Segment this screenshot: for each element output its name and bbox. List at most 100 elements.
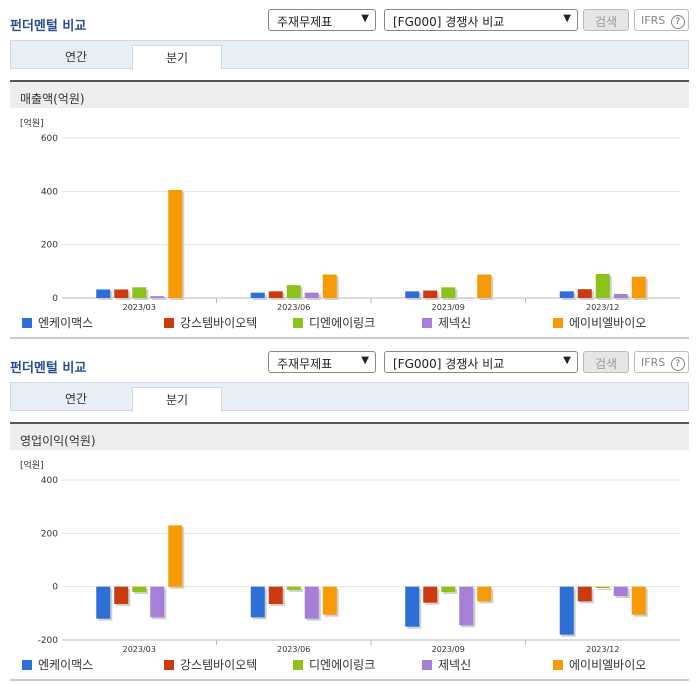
chevron-down-icon: ▼: [361, 355, 369, 366]
chart-area: [억원] 400 200 0 -200 2023/03 2023/06 2023/09 2023…: [10, 450, 689, 680]
bar[interactable]: [423, 290, 438, 298]
legend-swatch: [422, 318, 432, 328]
legend-label: 엔케이맥스: [38, 658, 94, 672]
bar[interactable]: [150, 296, 165, 298]
legend-item[interactable]: 에이비엘바이오: [553, 314, 646, 331]
bar[interactable]: [114, 289, 129, 298]
legend-swatch: [164, 318, 174, 328]
bar[interactable]: [304, 586, 319, 619]
x-tick-label: 2023/12: [586, 303, 619, 312]
legend-label: 에이비엘바이오: [569, 658, 647, 672]
bar[interactable]: [631, 276, 646, 298]
help-icon: ?: [670, 357, 685, 371]
bar[interactable]: [250, 586, 265, 618]
bar[interactable]: [595, 274, 610, 298]
bar[interactable]: [322, 274, 337, 298]
bar[interactable]: [559, 586, 574, 635]
y-tick-label: 600: [41, 134, 58, 144]
bar[interactable]: [268, 291, 283, 298]
ifrs-label: IFRS: [641, 14, 666, 27]
ifrs-help-button[interactable]: IFRS ?: [634, 351, 689, 373]
bar[interactable]: [250, 292, 265, 298]
x-tick-label: 2023/06: [277, 303, 310, 312]
tab-quarterly[interactable]: 분기: [132, 387, 222, 412]
legend-item[interactable]: 강스템바이오텍: [164, 314, 257, 331]
bar[interactable]: [577, 289, 592, 298]
bar[interactable]: [268, 586, 283, 604]
x-tick-label: 2023/03: [123, 303, 156, 312]
bar[interactable]: [459, 586, 474, 626]
bar[interactable]: [322, 586, 337, 615]
bar-chart: [억원] 400 200 0 -200 2023/03 2023/06 2023/09 2023…: [20, 459, 680, 654]
bar[interactable]: [423, 586, 438, 603]
legend-swatch: [293, 318, 303, 328]
bar[interactable]: [405, 586, 420, 627]
bar[interactable]: [613, 294, 628, 298]
y-tick-label: 400: [41, 476, 58, 486]
search-button[interactable]: 검색: [583, 9, 629, 31]
bar[interactable]: [96, 586, 111, 619]
bar[interactable]: [459, 298, 474, 299]
bar[interactable]: [477, 274, 492, 298]
legend-item[interactable]: 디엔에이링크: [293, 656, 375, 673]
search-button[interactable]: 검색: [583, 351, 629, 373]
bar-shadow: [288, 588, 303, 592]
compare-select-value: [FG000] 경쟁사 비교: [393, 357, 505, 371]
bar[interactable]: [132, 586, 147, 592]
bar[interactable]: [477, 586, 492, 602]
bar[interactable]: [168, 190, 183, 298]
statement-select[interactable]: 주재무제표 ▼: [268, 9, 376, 31]
compare-select[interactable]: [FG000] 경쟁사 비교 ▼: [384, 351, 578, 373]
bar[interactable]: [559, 291, 574, 298]
legend-swatch: [553, 660, 563, 670]
legend-item[interactable]: 제넥신: [422, 656, 471, 673]
legend-label: 강스템바이오텍: [180, 316, 258, 330]
legend-item[interactable]: 에이비엘바이오: [553, 656, 646, 673]
bar[interactable]: [441, 586, 456, 592]
bar[interactable]: [286, 285, 301, 298]
chevron-down-icon: ▼: [563, 355, 571, 366]
bar-shadow: [152, 298, 167, 300]
legend-label: 디엔에이링크: [309, 316, 376, 330]
compare-select[interactable]: [FG000] 경쟁사 비교 ▼: [384, 9, 578, 31]
x-tick-label: 2023/09: [432, 303, 465, 312]
bar[interactable]: [613, 586, 628, 596]
tab-annual[interactable]: 연간: [64, 50, 88, 64]
legend-swatch: [293, 660, 303, 670]
x-tick-label: 2023/03: [123, 645, 156, 654]
ifrs-label: IFRS: [641, 356, 666, 369]
bar[interactable]: [150, 586, 165, 618]
ifrs-help-button[interactable]: IFRS ?: [634, 9, 689, 31]
legend-item[interactable]: 엔케이맥스: [22, 656, 93, 673]
bar[interactable]: [168, 525, 183, 587]
legend-item[interactable]: 강스템바이오텍: [164, 656, 257, 673]
bar-shadow: [597, 588, 612, 590]
legend-swatch: [164, 660, 174, 670]
legend-swatch: [553, 318, 563, 328]
statement-select-value: 주재무제표: [277, 15, 333, 29]
bar[interactable]: [304, 292, 319, 298]
legend-item[interactable]: 엔케이맥스: [22, 314, 93, 331]
bar[interactable]: [577, 586, 592, 602]
bar[interactable]: [405, 291, 420, 298]
bar[interactable]: [114, 586, 129, 604]
unit-label: [억원]: [20, 459, 44, 471]
period-tabs: 연간 분기: [10, 40, 689, 70]
y-tick-label: 200: [41, 529, 58, 539]
legend-item[interactable]: 디엔에이링크: [293, 314, 375, 331]
bar[interactable]: [441, 287, 456, 298]
bar[interactable]: [631, 586, 646, 615]
bar[interactable]: [132, 287, 147, 298]
x-tick-label: 2023/06: [277, 645, 310, 654]
tab-annual[interactable]: 연간: [64, 392, 88, 406]
statement-select[interactable]: 주재무제표 ▼: [268, 351, 376, 373]
y-tick-label: 0: [52, 583, 58, 593]
bar[interactable]: [286, 586, 301, 590]
panel-title: 펀더멘털 비교: [10, 19, 87, 34]
tab-quarterly[interactable]: 분기: [132, 45, 222, 70]
bar[interactable]: [595, 586, 610, 588]
bar[interactable]: [96, 289, 111, 298]
legend-item[interactable]: 제넥신: [422, 314, 471, 331]
section-header: 영업이익(억원): [10, 422, 689, 450]
bar-shadow: [461, 300, 476, 301]
